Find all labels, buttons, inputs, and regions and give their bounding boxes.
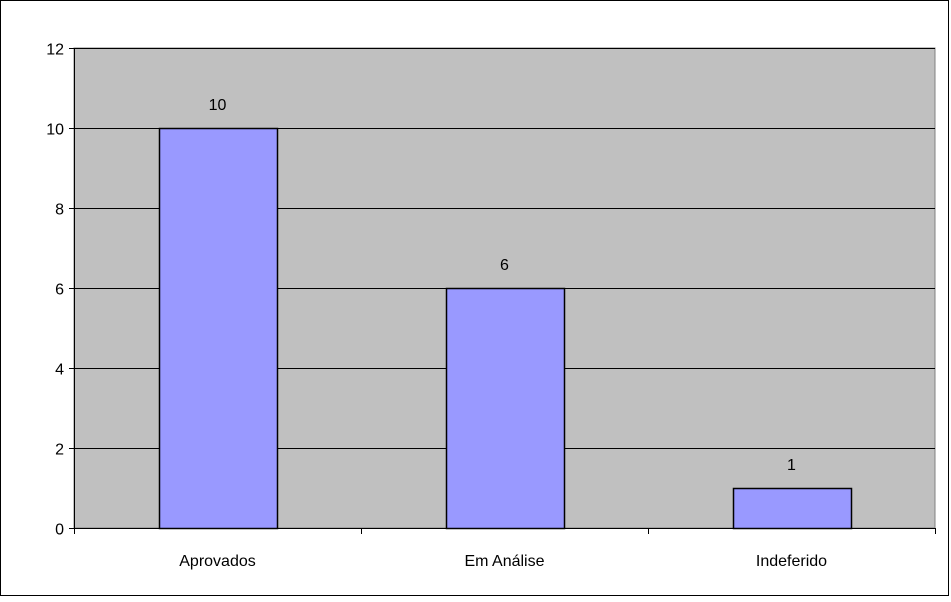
y-tick-label: 0 (55, 522, 64, 539)
data-label-0: 10 (209, 97, 227, 114)
y-tick-label: 12 (46, 42, 64, 59)
x-category-label: Em Análise (464, 553, 544, 570)
y-tick-label: 4 (55, 362, 64, 379)
y-tick-label: 2 (55, 442, 64, 459)
x-category-label: Aprovados (179, 553, 256, 570)
y-tick-label: 8 (55, 202, 64, 219)
y-tick-label: 6 (55, 282, 64, 299)
bar-0 (158, 127, 279, 530)
y-axis-ticks: 0 2 4 6 8 10 12 (46, 42, 74, 539)
x-category-label: Indeferido (756, 553, 827, 570)
data-label-2: 1 (787, 457, 796, 474)
data-label-1: 6 (500, 257, 509, 274)
bars (158, 127, 853, 530)
data-labels: 10 6 1 (209, 97, 796, 474)
x-axis-categories: Aprovados Em Análise Indeferido (74, 528, 936, 570)
y-tick-label: 10 (46, 122, 64, 139)
bar-2 (732, 487, 853, 530)
bar-1 (445, 287, 566, 530)
